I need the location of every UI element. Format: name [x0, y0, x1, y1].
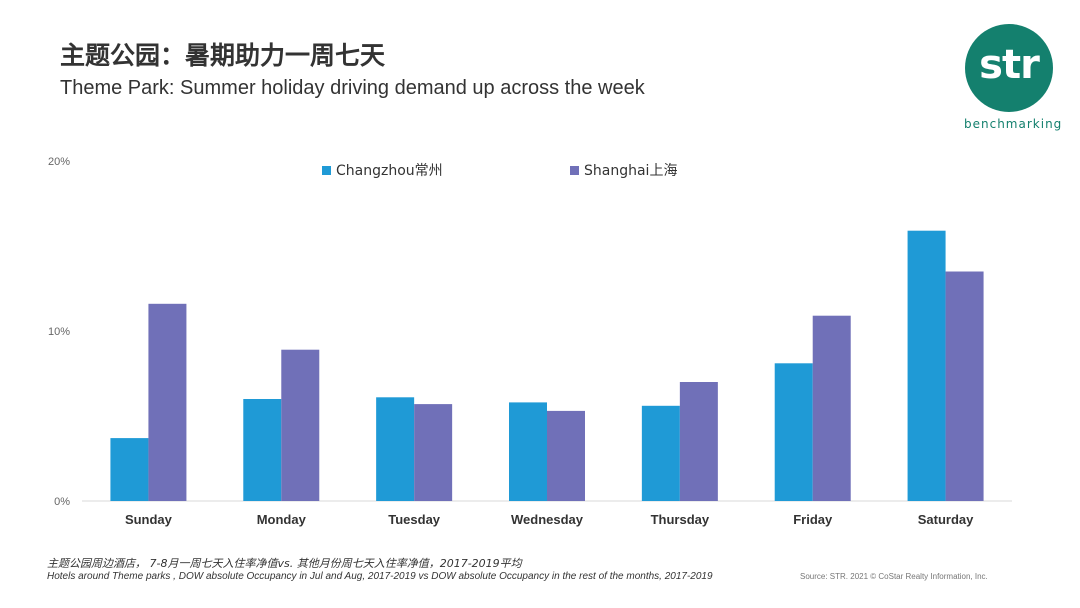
y-tick-label: 20% [48, 156, 70, 168]
bar-friday-series-2 [812, 315, 851, 501]
x-tick-label: Monday [257, 512, 307, 527]
bar-chart: 0% 10% 20% Sunday Monday Tuesday Wednesday Thur… [48, 156, 1012, 527]
bar-tuesday-series-1 [376, 397, 415, 501]
bar-sunday-series-1 [110, 438, 149, 501]
bar-thursday-series-1 [641, 405, 680, 501]
bar-wednesday-series-1 [509, 402, 547, 501]
legend-swatch-series-1 [322, 166, 331, 175]
bar-wednesday-series-2 [547, 410, 585, 501]
bar-thursday-series-2 [679, 382, 718, 501]
x-tick-label: Thursday [651, 512, 710, 527]
x-tick-label: Tuesday [388, 512, 441, 527]
page-title-chinese: 主题公园：暑期助力一周七天 [60, 41, 386, 70]
str-logo-mark: str [979, 42, 1040, 88]
footnote-chinese: 主题公园周边酒店， 7-8月一周七天入住率净值vs. 其他月份周七天入住率净值，… [47, 557, 522, 570]
str-logo: str benchmarking [964, 24, 1063, 134]
bar-saturday-series-1 [907, 230, 946, 501]
footnote-english: Hotels around Theme parks , DOW absolute… [47, 571, 713, 582]
bar-tuesday-series-2 [414, 404, 453, 501]
bar-sunday-series-2 [148, 303, 187, 501]
legend-label-series-1: Changzhou常州 [336, 163, 443, 179]
bar-friday-series-1 [774, 363, 813, 501]
bar-monday-series-2 [281, 349, 320, 501]
bar-monday-series-1 [243, 399, 282, 501]
x-tick-label: Saturday [918, 512, 974, 527]
page-title-english: Theme Park: Summer holiday driving deman… [60, 77, 645, 99]
x-tick-label: Sunday [125, 512, 173, 527]
source-note: Source: STR. 2021 © CoStar Realty Inform… [800, 572, 988, 581]
str-logo-tagline: benchmarking [964, 117, 1063, 131]
legend-swatch-series-2 [570, 166, 579, 175]
y-tick-label: 0% [54, 496, 70, 508]
bar-saturday-series-2 [945, 271, 984, 501]
x-tick-label: Friday [793, 512, 833, 527]
y-tick-label: 10% [48, 326, 70, 338]
str-logo-circle: str [965, 24, 1053, 112]
x-tick-label: Wednesday [511, 512, 584, 527]
legend-label-series-2: Shanghai上海 [584, 163, 677, 179]
